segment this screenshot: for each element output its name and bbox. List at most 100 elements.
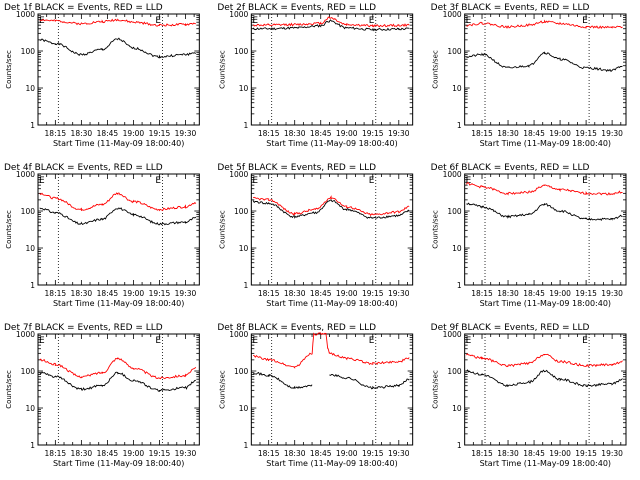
event-marker: E	[252, 336, 258, 346]
y-tick-label: 1	[244, 441, 249, 450]
panel-5: Det 5f BLACK = Events, RED = LLD 1 10 100 10…	[217, 163, 414, 308]
x-axis-label: Start Time (11-May-09 18:00:40)	[480, 459, 611, 468]
x-tick-label: 19:00	[336, 449, 358, 458]
series-line	[252, 195, 410, 217]
x-tick-label: 18:15	[45, 449, 67, 458]
x-tick-label: 18:15	[471, 289, 493, 298]
x-tick-label: 19:30	[388, 289, 410, 298]
y-axis-label: Counts/sec	[218, 370, 226, 409]
panel-title: Det 8f BLACK = Events, RED = LLD	[217, 323, 376, 333]
x-tick-label: 18:15	[471, 449, 493, 458]
plot-frame	[250, 173, 414, 286]
x-tick-label: 19:15	[149, 129, 171, 138]
x-tick-label: 19:15	[575, 289, 597, 298]
x-tick-label: 19:15	[362, 129, 384, 138]
x-tick-label: 18:30	[497, 289, 519, 298]
x-tick-label: 18:45	[97, 449, 119, 458]
y-tick-label: 10	[239, 84, 249, 93]
y-tick-label: 100	[234, 47, 249, 56]
y-tick-label: 1000	[443, 330, 462, 339]
panel-4: Det 4f BLACK = Events, RED = LLD 1 10 100 10…	[4, 163, 200, 308]
y-tick-label: 1000	[443, 10, 462, 19]
x-tick-label: 18:45	[523, 129, 545, 138]
x-axis-label: Start Time (11-May-09 18:00:40)	[266, 299, 397, 308]
series-line	[253, 371, 410, 390]
x-tick-label: 19:15	[575, 129, 597, 138]
y-tick-label: 1	[30, 281, 35, 290]
y-tick-label: 1000	[16, 330, 35, 339]
plot-frame	[37, 173, 200, 286]
y-tick-label: 1	[30, 441, 35, 450]
panel-8: Det 8f BLACK = Events, RED = LLD 1 10 100 10…	[217, 323, 414, 468]
y-tick-label: 1	[457, 441, 462, 450]
series-line	[466, 353, 623, 368]
event-marker: E	[582, 16, 588, 26]
x-tick-label: 19:00	[336, 289, 358, 298]
y-tick-label: 10	[452, 84, 462, 93]
x-axis-label: Start Time (11-May-09 18:00:40)	[266, 459, 397, 468]
y-tick-label: 100	[234, 367, 249, 376]
y-tick-label: 100	[447, 367, 462, 376]
y-tick-label: 1000	[229, 330, 248, 339]
x-tick-label: 18:15	[258, 449, 280, 458]
event-marker: E	[582, 176, 588, 186]
x-tick-label: 19:00	[549, 129, 571, 138]
x-tick-label: 18:30	[284, 449, 306, 458]
y-tick-label: 1000	[16, 170, 35, 179]
y-tick-label: 1	[457, 121, 462, 130]
y-tick-label: 100	[447, 47, 462, 56]
x-tick-label: 19:30	[175, 129, 197, 138]
y-tick-label: 10	[239, 244, 249, 253]
plot-frame	[37, 333, 200, 446]
panel-9: Det 9f BLACK = Events, RED = LLD 1 10 100 10…	[431, 323, 627, 468]
y-tick-label: 1000	[229, 10, 248, 19]
panel-title: Det 5f BLACK = Events, RED = LLD	[217, 163, 376, 173]
y-tick-label: 1000	[229, 170, 248, 179]
y-tick-label: 10	[239, 404, 249, 413]
event-marker: E	[466, 16, 472, 26]
event-marker: E	[369, 336, 375, 346]
series-line	[39, 18, 196, 27]
x-tick-label: 18:45	[97, 129, 119, 138]
y-tick-label: 1	[244, 121, 249, 130]
x-tick-label: 18:30	[497, 449, 519, 458]
x-tick-label: 19:00	[123, 289, 145, 298]
event-marker: E	[252, 16, 258, 26]
x-tick-label: 18:30	[497, 129, 519, 138]
x-tick-label: 19:30	[388, 449, 410, 458]
x-tick-label: 18:45	[310, 129, 332, 138]
x-axis-label: Start Time (11-May-09 18:00:40)	[480, 139, 611, 148]
series-line	[39, 207, 197, 226]
plot-frame	[250, 333, 414, 446]
x-tick-label: 18:15	[258, 129, 280, 138]
y-axis-label: Counts/sec	[432, 210, 440, 249]
x-axis-label: Start Time (11-May-09 18:00:40)	[53, 459, 184, 468]
event-marker: E	[39, 336, 45, 346]
y-tick-label: 100	[21, 47, 36, 56]
series-line	[39, 37, 197, 59]
x-tick-label: 18:30	[71, 449, 93, 458]
y-tick-label: 1	[244, 281, 249, 290]
panel-title: Det 9f BLACK = Events, RED = LLD	[431, 323, 590, 333]
event-marker: E	[39, 16, 45, 26]
x-tick-label: 18:45	[523, 449, 545, 458]
series-line	[466, 202, 623, 221]
x-tick-label: 19:30	[175, 449, 197, 458]
x-tick-label: 19:00	[123, 449, 145, 458]
y-tick-label: 10	[25, 244, 35, 253]
series-line	[252, 16, 410, 28]
x-tick-label: 18:45	[97, 289, 119, 298]
plot-frame	[464, 333, 627, 446]
y-tick-label: 10	[452, 404, 462, 413]
series-line	[466, 369, 623, 388]
x-tick-label: 18:15	[45, 129, 67, 138]
event-marker: E	[39, 176, 45, 186]
series-line	[252, 19, 410, 32]
x-tick-label: 19:00	[123, 129, 145, 138]
x-tick-label: 19:30	[601, 449, 623, 458]
x-axis-label: Start Time (11-May-09 18:00:40)	[266, 139, 397, 148]
plot-frame	[464, 13, 627, 126]
x-tick-label: 19:15	[362, 289, 384, 298]
plot-frame	[250, 13, 414, 126]
series-line	[466, 182, 623, 196]
